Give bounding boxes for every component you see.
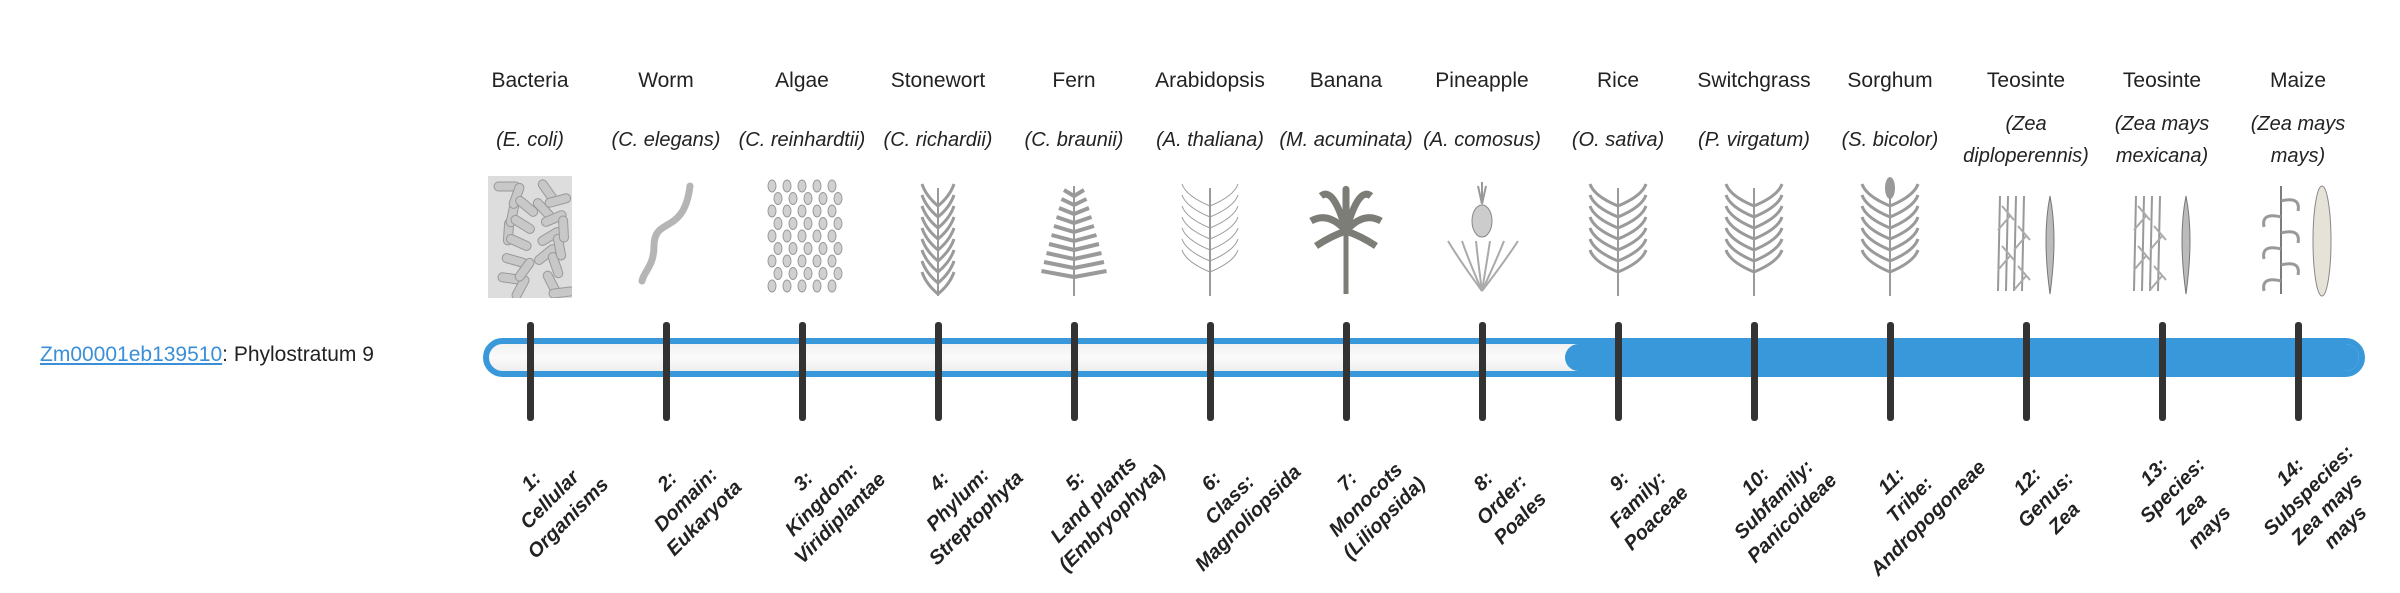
stratum-tick [2023,322,2030,421]
sorghum-icon [1848,176,1932,298]
rice-icon [1576,176,1660,298]
stratum-label: 2: Domain: Eukaryota [602,416,770,584]
species-text: (A. thaliana) [1156,129,1264,151]
stratum-tick [1071,322,1078,421]
stratum-label: 7: Monocots (Liliopsida) [1282,416,1450,584]
stratum-tick [1343,322,1350,421]
organism-species: (O. sativa) [1546,108,1690,172]
organism-species: (C. elegans) [594,108,738,172]
organism-name: Teosinte [2122,69,2202,92]
stratum-label: 14: Subspecies: Zea mays mays [2225,407,2400,593]
organism-species: (A. comosus) [1410,108,1554,172]
stratum-label: 12: Genus: Zea [1962,416,2130,584]
species-text: (E. coli) [496,129,564,151]
species-text: (Zea mays mexicana) [2114,113,2210,167]
organism-name: Teosinte [1986,69,2066,92]
organism-name: Rice [1596,69,1639,92]
organism-name: Arabidopsis [1155,69,1265,92]
species-text: (M. acuminata) [1279,129,1413,151]
organism-name: Fern [1052,69,1096,92]
stratum-tick [935,322,942,421]
organism-species: (C. braunii) [1002,108,1146,172]
stratum-label: 1: Cellular Organisms [466,416,634,584]
maize-icon [2256,176,2340,298]
phylostratum-bar-fill [1565,344,2359,371]
species-text: (O. sativa) [1571,129,1665,151]
stratum-label: 11: Tribe: Andropogoneae [1826,416,1994,584]
species-text: (Zea diploperennis) [1963,113,2089,167]
stratum-tick [2159,322,2166,421]
organism-species: (S. bicolor) [1818,108,1962,172]
species-text: (P. virgatum) [1698,129,1810,151]
stratum-label: 4: Phylum: Streptophyta [874,416,1042,584]
teosinte-icon [2120,176,2204,298]
organism-name: Pineapple [1435,69,1529,92]
stratum-tick [799,322,806,421]
phylostratum-bar [483,338,2365,377]
organism-name: Maize [2269,69,2327,92]
species-text: (Zea mays mays) [2250,113,2346,167]
gene-label: Zm00001eb139510: Phylostratum 9 [40,340,374,370]
organism-name: Bacteria [491,69,569,92]
pineapple-icon [1440,176,1524,298]
gene-id-link[interactable]: Zm00001eb139510 [40,343,223,366]
species-text: (C. braunii) [1024,129,1124,151]
stratum-label: 10: Subfamily: Panicoideae [1690,416,1858,584]
species-text: (A. comosus) [1423,129,1541,151]
arabidopsis-icon [1168,176,1252,298]
organism-species: (C. richardii) [866,108,1010,172]
bacteria-icon [488,176,576,301]
stratum-tick [1751,322,1758,421]
organism-species: (Zea mays mexicana) [2090,108,2234,172]
organism-species: (A. thaliana) [1138,108,1282,172]
organism-name: Stonewort [890,69,986,92]
stratum-label: 6: Class: Magnoliopsida [1146,416,1314,584]
organism-species: (E. coli) [458,108,602,172]
stratum-label: 3: Kingdom: Viridiplantae [738,416,906,584]
species-text: (C. elegans) [611,129,721,151]
algae-icon [760,176,844,298]
organism-species: (P. virgatum) [1682,108,1826,172]
stratum-label: 9: Family: Poaceae [1554,416,1722,584]
species-text: (C. richardii) [883,129,993,151]
stratum-label: 5: Land plants (Embryophyta) [1010,416,1178,584]
organism-species: (M. acuminata) [1274,108,1418,172]
organism-name: Switchgrass [1697,69,1811,92]
organism-species: (Zea mays mays) [2226,108,2370,172]
organism-species: (Zea diploperennis) [1954,108,2098,172]
switchgrass-icon [1712,176,1796,298]
fern-icon [1032,176,1116,298]
stratum-tick [1615,322,1622,421]
stratum-tick [527,322,534,421]
organism-name: Banana [1309,69,1383,92]
stratum-tick [1887,322,1894,421]
organism-name: Worm [638,69,694,92]
worm-icon [624,176,708,298]
species-text: (S. bicolor) [1841,129,1939,151]
phylostratum-text: : Phylostratum 9 [222,343,374,366]
stratum-tick [2295,322,2302,421]
stratum-tick [1479,322,1486,421]
banana-plant-icon [1304,176,1388,298]
stratum-tick [1207,322,1214,421]
organism-name: Sorghum [1847,69,1933,92]
species-text: (C. reinhardtii) [738,129,866,151]
stratum-tick [663,322,670,421]
organism-name: Algae [775,69,829,92]
stratum-label: 8: Order: Poales [1418,416,1586,584]
teosinte-icon [1984,176,2068,298]
organism-species: (C. reinhardtii) [730,108,874,172]
stonewort-icon [896,176,980,298]
